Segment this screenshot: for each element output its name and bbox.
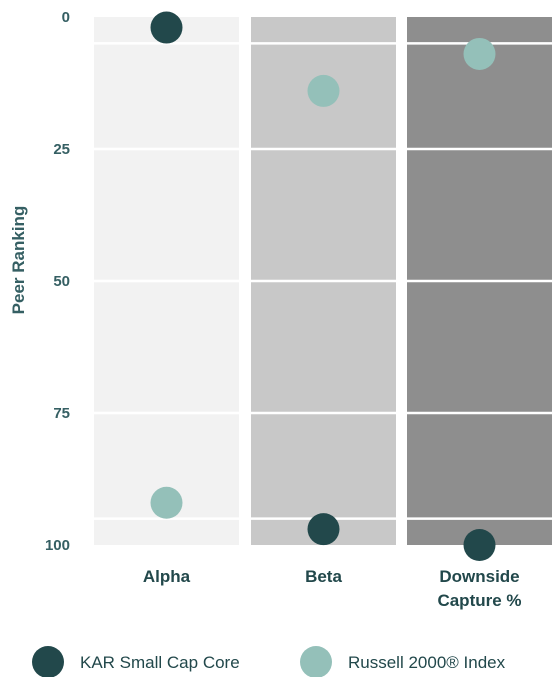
y-tick-label: 0 — [62, 9, 70, 26]
point-kar-small-cap-core-beta — [307, 513, 340, 546]
point-russell-2000-index-downside-capture — [463, 37, 496, 70]
y-tick-label: 50 — [53, 273, 70, 290]
point-russell-2000-index-alpha — [150, 486, 183, 519]
category-labels: Alpha Beta Downside Capture % — [143, 567, 522, 610]
category-label-downside-capture: Downside Capture % — [437, 567, 521, 610]
y-tick-label: 25 — [53, 141, 70, 158]
legend-label-kar-small-cap-core: KAR Small Cap Core — [80, 653, 240, 672]
legend: KAR Small Cap Core Russell 2000® Index — [32, 646, 506, 677]
category-label-beta: Beta — [305, 567, 342, 586]
category-label-alpha: Alpha — [143, 567, 191, 586]
y-axis-label: Peer Ranking — [9, 206, 28, 315]
legend-label-russell-2000-index: Russell 2000® Index — [348, 653, 506, 672]
legend-marker-kar-small-cap-core — [32, 646, 64, 677]
y-tick-labels: 0 25 50 75 100 — [45, 9, 70, 554]
y-tick-label: 100 — [45, 537, 70, 554]
data-points — [150, 11, 496, 561]
point-kar-small-cap-core-alpha — [150, 11, 183, 44]
y-tick-label: 75 — [53, 405, 70, 422]
point-russell-2000-index-beta — [307, 74, 340, 107]
point-kar-small-cap-core-downside-capture — [463, 529, 496, 561]
legend-marker-russell-2000-index — [300, 646, 332, 677]
